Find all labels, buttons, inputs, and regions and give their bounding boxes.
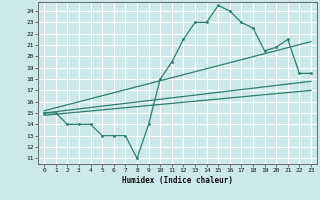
X-axis label: Humidex (Indice chaleur): Humidex (Indice chaleur) bbox=[122, 176, 233, 185]
